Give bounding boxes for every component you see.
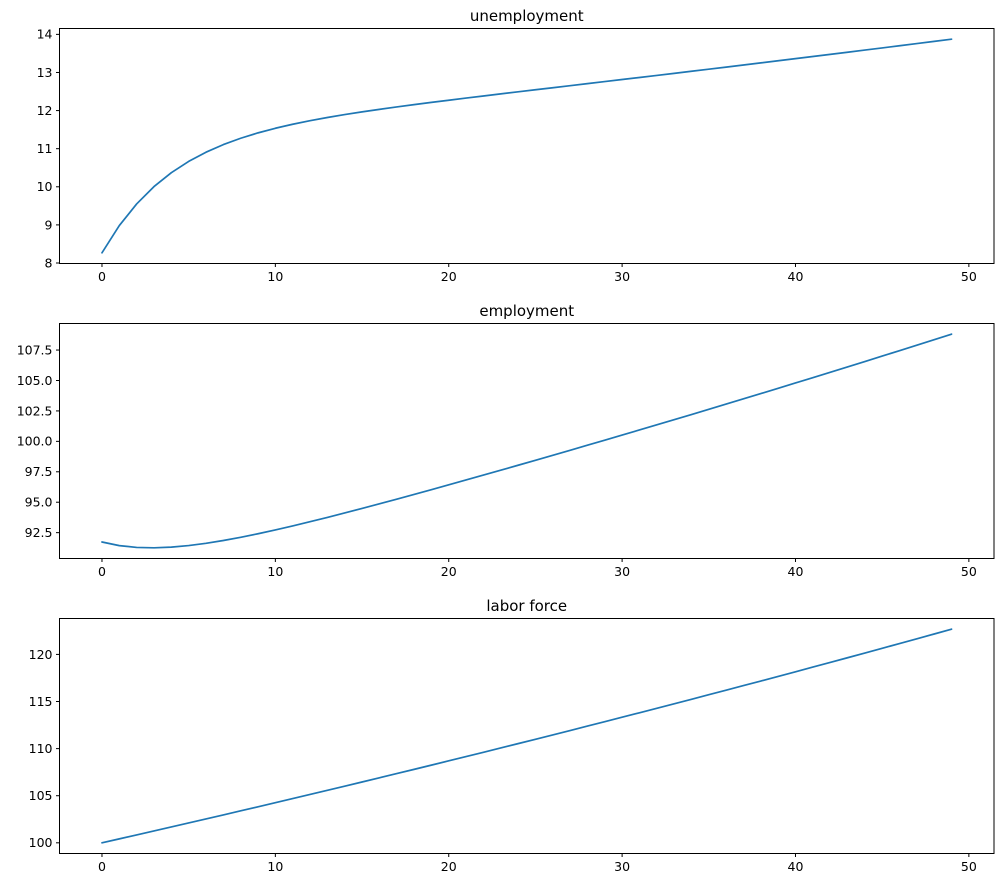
x-tick-label: 50 [961,859,977,874]
y-tick-label: 120 [29,647,53,662]
x-tick-label: 10 [267,859,283,874]
plot-title-unemployment: unemployment [469,7,584,25]
x-tick-label: 30 [614,269,630,284]
y-tick-label: 105 [29,788,53,803]
x-tick-label: 40 [788,564,804,579]
axes-frame [59,28,995,264]
y-tick-label: 8 [45,255,53,270]
subplot-employment: 0 10 20 30 40 50 92.5 95.0 97.5 100.0 102.5 105.0 10… [17,323,995,579]
axes-frame [59,323,995,559]
x-tick-label: 30 [614,564,630,579]
axes-frame [59,618,995,854]
plot-title-employment: employment [479,302,575,320]
data-line-employment [101,333,953,549]
x-tick-label: 50 [961,564,977,579]
y-tick-label: 12 [37,103,53,118]
x-tick-label: 20 [441,269,457,284]
y-tick-label: 14 [37,27,53,42]
y-tick-label: 105.0 [17,373,53,388]
y-tick-label: 9 [45,217,53,232]
subplot-unemployment: 0 10 20 30 40 50 8 9 10 11 12 13 14 [37,27,995,284]
x-tick-label: 10 [267,269,283,284]
x-tick-label: 50 [961,269,977,284]
y-tick-label: 107.5 [17,342,53,357]
x-tick-label: 20 [441,859,457,874]
data-line-unemployment [101,38,953,254]
x-tick-label: 20 [441,564,457,579]
y-tick-label: 10 [37,179,53,194]
y-tick-label: 115 [29,694,53,709]
y-tick-label: 13 [37,65,53,80]
y-tick-label: 102.5 [17,403,53,418]
y-tick-label: 11 [37,141,53,156]
x-tick-label: 40 [788,859,804,874]
x-tick-label: 0 [98,859,106,874]
y-tick-label: 97.5 [25,464,53,479]
y-tick-label: 95.0 [25,495,53,510]
y-tick-label: 110 [29,741,53,756]
x-tick-label: 40 [788,269,804,284]
y-tick-label: 100 [29,835,53,850]
x-tick-label: 10 [267,564,283,579]
x-tick-label: 30 [614,859,630,874]
y-tick-label: 100.0 [17,434,53,449]
data-line-labor-force [101,628,953,844]
subplot-labor-force: 0 10 20 30 40 50 100 105 110 115 120 [29,618,995,874]
plot-title-labor-force: labor force [486,597,568,615]
y-tick-label: 92.5 [25,525,53,540]
x-tick-label: 0 [98,564,106,579]
x-tick-label: 0 [98,269,106,284]
